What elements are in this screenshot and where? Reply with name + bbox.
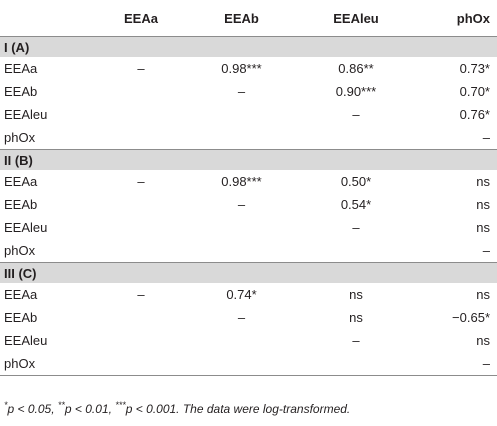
table-cell <box>96 126 186 150</box>
section-label: I (A) <box>0 36 497 57</box>
section-label: III (C) <box>0 262 497 283</box>
row-label: phOx <box>0 352 96 376</box>
table-row: EEAb – 0.54* ns <box>0 193 497 216</box>
table-row: EEAleu – ns <box>0 329 497 352</box>
row-label: EEAa <box>4 174 38 189</box>
table-cell: – <box>352 220 360 235</box>
footnote-text: p < 0.001. The data were log-transformed… <box>125 402 351 416</box>
table-cell <box>96 193 186 216</box>
table-cell: ns <box>476 220 490 235</box>
header-cell: EEAa <box>96 0 186 37</box>
table-cell <box>297 239 415 263</box>
row-label: phOx <box>4 243 36 258</box>
table-cell <box>297 352 415 376</box>
table-cell: – <box>482 130 490 145</box>
table-cell: 0.98*** <box>221 174 262 189</box>
row-label: EEAb <box>4 197 38 212</box>
table-cell: 0.54* <box>340 197 372 212</box>
table-row: EEAb – 0.90*** 0.70* <box>0 80 497 103</box>
row-label: EEAa <box>4 61 38 76</box>
row-label: EEAb <box>4 310 38 325</box>
table-cell: ns <box>476 197 490 212</box>
header-row: EEAa EEAb EEAleu phOx <box>0 0 497 37</box>
table-cell <box>186 126 297 150</box>
table-cell <box>96 306 186 329</box>
footnote-text: p < 0.05, <box>7 402 58 416</box>
table-cell <box>96 239 186 263</box>
section-row: I (A) <box>0 36 497 57</box>
table-cell: – <box>237 310 246 325</box>
table-cell <box>297 126 415 150</box>
header-cell: EEAleu <box>297 0 415 37</box>
section-row: III (C) <box>0 262 497 283</box>
table-cell <box>186 239 297 263</box>
table-row: phOx – <box>0 239 497 263</box>
table-cell <box>96 216 186 239</box>
table-cell: ns <box>476 287 490 302</box>
table-cell <box>96 352 186 376</box>
table-cell: – <box>137 287 145 302</box>
table-row: EEAa – 0.74* ns ns <box>0 283 497 306</box>
correlation-table: EEAa EEAb EEAleu phOx I (A) EEAa –0.98*** 0… <box>0 0 497 376</box>
header-cell: phOx <box>415 0 497 37</box>
table-cell: −0.65* <box>452 310 490 325</box>
table-cell: 0.50* <box>340 174 372 189</box>
row-label: EEAb <box>4 84 38 99</box>
table-cell: – <box>137 61 145 76</box>
table-cell <box>96 103 186 126</box>
table-cell: 0.98*** <box>221 61 262 76</box>
table-cell: – <box>237 197 246 212</box>
table-cell <box>186 103 297 126</box>
table-cell <box>186 329 297 352</box>
table-row: EEAleu – 0.76* <box>0 103 497 126</box>
table-cell: ns <box>349 287 363 302</box>
header-cell: EEAb <box>186 0 297 37</box>
section-row: II (B) <box>0 149 497 170</box>
table-row: EEAb – ns −0.65* <box>0 306 497 329</box>
table-cell: – <box>482 243 490 258</box>
table-cell: – <box>237 84 246 99</box>
footnote-sup: ** <box>57 400 65 410</box>
row-label: EEAleu <box>4 220 48 235</box>
table-row: phOx – <box>0 352 497 376</box>
footnote-sup: * <box>4 400 8 410</box>
table-cell: 0.70* <box>459 84 490 99</box>
table-cell: – <box>352 333 360 348</box>
table-row: EEAa – 0.98*** 0.50* ns <box>0 170 497 193</box>
footnote-sup: *** <box>115 400 126 410</box>
table-row: EEAleu – ns <box>0 216 497 239</box>
table-cell <box>186 352 297 376</box>
header-cell <box>0 0 96 37</box>
table-cell <box>96 80 186 103</box>
table-cell <box>186 216 297 239</box>
table-row: EEAa – 0.98*** 0.86** 0.73* <box>0 57 497 80</box>
table-row: phOx – <box>0 126 497 150</box>
row-label: EEAleu <box>4 107 48 122</box>
table-cell: 0.86** <box>338 61 374 76</box>
table-cell: 0.90*** <box>335 84 377 99</box>
row-label: phOx <box>4 130 36 145</box>
table-cell: ns <box>476 174 490 189</box>
row-label: EEAleu <box>4 333 48 348</box>
row-label: EEAa <box>4 287 38 302</box>
table-cell: 0.73* <box>459 61 490 76</box>
table-footnote: *p < 0.05, **p < 0.01, ***p < 0.001. The… <box>4 400 350 416</box>
table-cell: ns <box>476 333 490 348</box>
table-cell: – <box>137 174 145 189</box>
table-cell: – <box>415 352 497 376</box>
table-cell: ns <box>349 310 363 325</box>
table-cell: 0.74* <box>226 287 257 302</box>
table-cell: – <box>352 107 360 122</box>
footnote-text: p < 0.01, <box>64 402 116 416</box>
table-cell: 0.76* <box>459 107 490 122</box>
section-label: II (B) <box>0 149 497 170</box>
table-cell <box>96 329 186 352</box>
